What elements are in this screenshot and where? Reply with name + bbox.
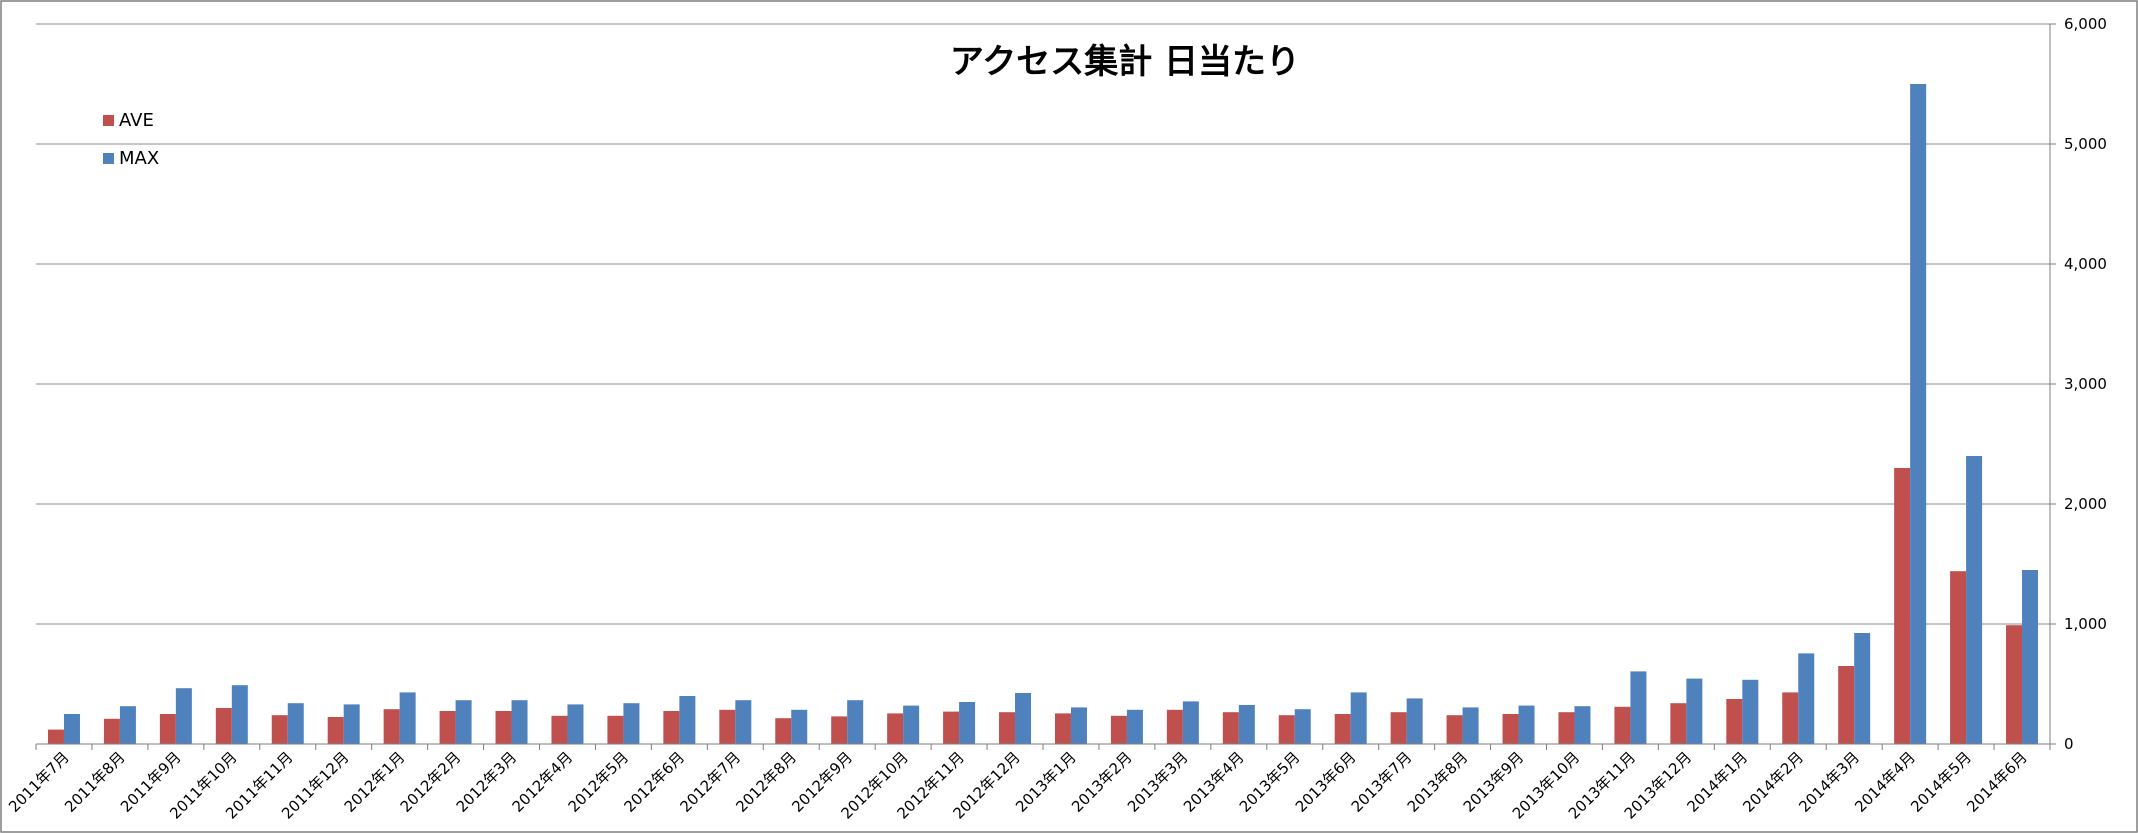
y-tick-label: 4,000 — [2064, 255, 2107, 273]
legend: AVE MAX — [103, 110, 159, 169]
bar-ave — [1054, 713, 1071, 744]
bar-max — [1798, 653, 1815, 744]
bar-ave — [1110, 715, 1127, 744]
bar-ave — [775, 718, 792, 744]
bar-ave — [663, 711, 680, 744]
bar-ave — [271, 715, 288, 744]
bar-max — [287, 703, 304, 744]
bar-max — [1294, 709, 1311, 744]
bar-max — [175, 688, 192, 744]
bar-max — [623, 703, 640, 744]
bar-max — [1406, 698, 1423, 744]
bar-max — [455, 700, 472, 744]
bar-ave — [1502, 714, 1519, 744]
bar-ave — [719, 709, 736, 744]
bar-max — [1070, 707, 1087, 744]
bar-max — [1238, 705, 1255, 744]
bar-ave — [1222, 712, 1239, 744]
bar-ave — [439, 711, 456, 744]
bar-max — [847, 700, 864, 744]
bar-max — [791, 709, 808, 744]
bar-ave — [551, 715, 568, 744]
bar-max — [679, 696, 696, 744]
legend-label-ave: AVE — [119, 110, 154, 131]
bar-max — [959, 702, 976, 744]
bar-max — [735, 700, 752, 744]
bar-max — [1910, 84, 1927, 744]
bars — [47, 84, 2039, 744]
bar-ave — [215, 708, 232, 744]
y-axis-ticks: 0 1,000 2,000 3,000 4,000 5,000 6,000 — [2050, 15, 2107, 753]
bar-max — [343, 704, 360, 744]
bar-max — [1015, 693, 1032, 744]
bar-max — [119, 706, 136, 744]
bar-max — [1462, 707, 1479, 744]
bar-ave — [607, 715, 624, 744]
bar-ave — [999, 712, 1016, 744]
bar-max — [63, 714, 80, 744]
y-tick-label: 3,000 — [2064, 375, 2107, 393]
bar-ave — [1390, 712, 1407, 744]
bar-ave — [1838, 666, 1855, 744]
bar-ave — [1558, 712, 1575, 744]
bar-max — [399, 692, 416, 744]
bar-max — [1854, 633, 1871, 744]
legend-swatch-ave — [103, 115, 114, 126]
bar-ave — [327, 717, 344, 744]
bar-ave — [943, 711, 960, 744]
bar-ave — [887, 713, 904, 744]
bar-ave — [103, 718, 120, 744]
bar-ave — [1166, 709, 1183, 744]
bar-max — [1966, 456, 1983, 744]
bar-max — [1742, 679, 1759, 744]
bar-max — [1686, 678, 1703, 744]
legend-label-max: MAX — [119, 148, 159, 169]
bar-max — [567, 704, 584, 744]
bar-ave — [383, 709, 400, 744]
bar-ave — [1446, 715, 1463, 744]
chart-title: アクセス集計 日当たり — [950, 42, 1300, 82]
bar-ave — [1670, 703, 1687, 744]
bar-max — [231, 685, 248, 744]
bar-ave — [1950, 571, 1967, 744]
bar-max — [511, 700, 528, 744]
bar-max — [1182, 701, 1199, 744]
bar-ave — [1334, 714, 1351, 744]
bar-max — [2022, 570, 2039, 744]
bar-max — [1350, 692, 1367, 744]
bar-ave — [159, 714, 176, 744]
y-tick-label: 1,000 — [2064, 615, 2107, 633]
bar-max — [1630, 671, 1647, 744]
bar-ave — [1726, 699, 1743, 744]
bar-ave — [1894, 468, 1911, 744]
bar-ave — [831, 716, 848, 744]
gridlines — [36, 23, 2050, 625]
bar-max — [1574, 706, 1591, 744]
bar-ave — [1782, 692, 1799, 744]
y-tick-label: 0 — [2064, 735, 2074, 753]
bar-ave — [495, 711, 512, 744]
bar-max — [1126, 709, 1143, 744]
bar-ave — [2006, 625, 2023, 744]
bar-max — [1518, 705, 1535, 744]
y-tick-label: 5,000 — [2064, 135, 2107, 153]
y-tick-label: 2,000 — [2064, 495, 2107, 513]
legend-swatch-max — [103, 153, 114, 164]
bar-ave — [1278, 715, 1295, 744]
bar-max — [903, 705, 920, 744]
y-tick-label: 6,000 — [2064, 15, 2107, 33]
bar-ave — [1614, 706, 1631, 744]
bar-ave — [47, 729, 64, 744]
